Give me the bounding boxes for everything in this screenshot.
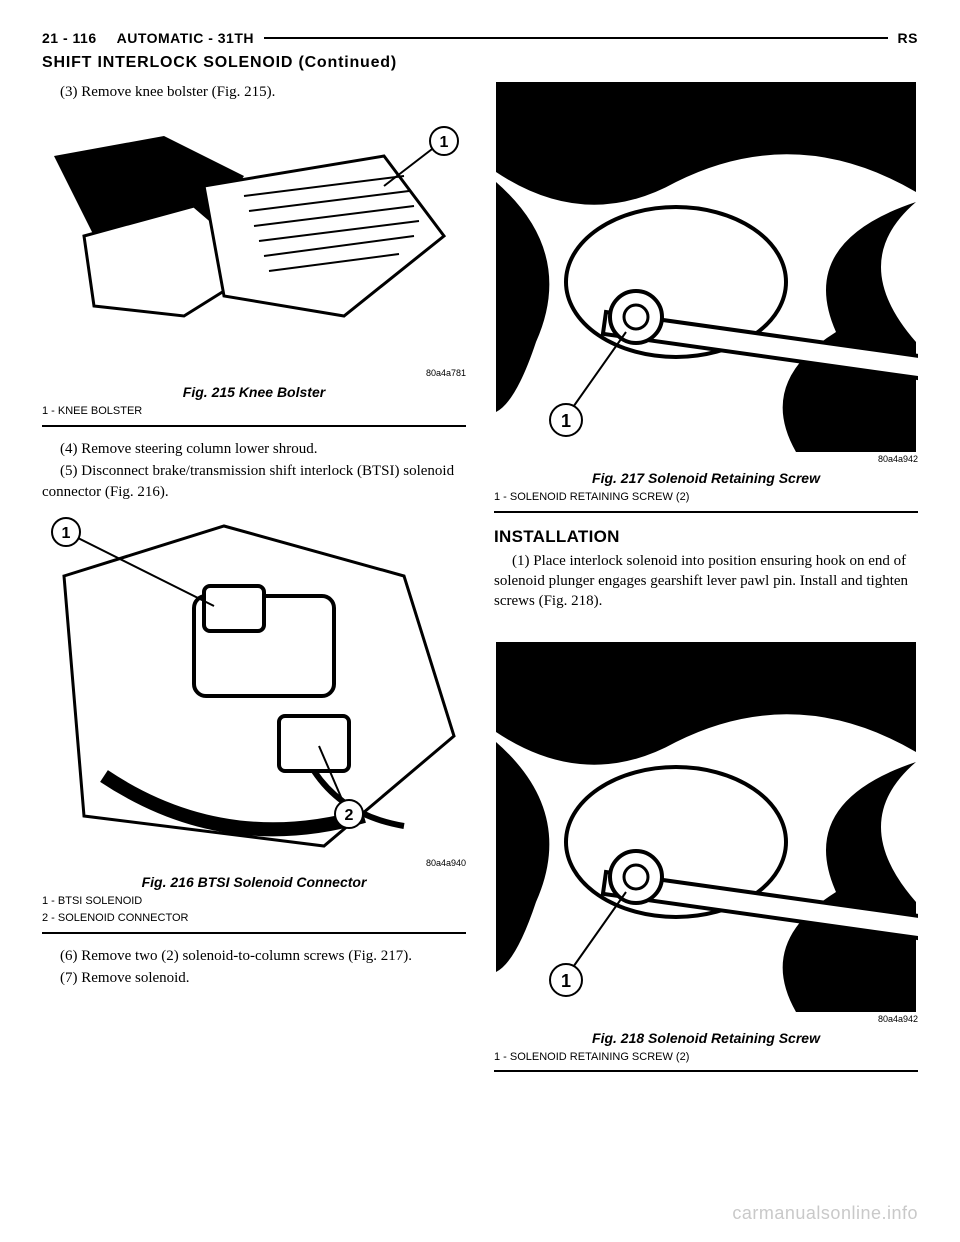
figure-217-image: 1 bbox=[494, 82, 918, 452]
figure-216-key-2: 2 - SOLENOID CONNECTOR bbox=[42, 911, 466, 926]
header-inner: 21 - 116 AUTOMATIC - 31TH RS bbox=[42, 30, 918, 46]
svg-text:1: 1 bbox=[561, 971, 571, 991]
svg-text:2: 2 bbox=[345, 807, 354, 824]
figure-215-key-1: 1 - KNEE BOLSTER bbox=[42, 404, 466, 419]
figure-215-code: 80a4a781 bbox=[42, 368, 466, 378]
figure-217-key-1: 1 - SOLENOID RETAINING SCREW (2) bbox=[494, 490, 918, 505]
step-7: (7) Remove solenoid. bbox=[42, 968, 466, 988]
figure-218-key-1: 1 - SOLENOID RETAINING SCREW (2) bbox=[494, 1050, 918, 1065]
figure-217: 1 80a4a942 Fig. 217 Solenoid Retaining S… bbox=[494, 82, 918, 513]
figure-216: 1 2 80a4a940 Fig. 216 BTSI Solenoid Conn… bbox=[42, 516, 466, 934]
figure-215-rule bbox=[42, 425, 466, 427]
doc-code: RS bbox=[898, 30, 918, 46]
step-4: (4) Remove steering column lower shroud. bbox=[42, 439, 466, 459]
figure-218-image: 1 bbox=[494, 642, 918, 1012]
figure-216-rule bbox=[42, 932, 466, 934]
page-number: 21 - 116 bbox=[42, 30, 97, 46]
svg-text:1: 1 bbox=[62, 525, 71, 542]
right-column: 1 80a4a942 Fig. 217 Solenoid Retaining S… bbox=[494, 82, 918, 1084]
figure-217-caption: Fig. 217 Solenoid Retaining Screw bbox=[494, 470, 918, 486]
figure-218-caption: Fig. 218 Solenoid Retaining Screw bbox=[494, 1030, 918, 1046]
content-columns: (3) Remove knee bolster (Fig. 215). 1 bbox=[42, 82, 918, 1084]
figure-218: 1 80a4a942 Fig. 218 Solenoid Retaining S… bbox=[494, 642, 918, 1073]
step-3: (3) Remove knee bolster (Fig. 215). bbox=[42, 82, 466, 102]
installation-heading: INSTALLATION bbox=[494, 527, 918, 547]
section-name: AUTOMATIC - 31TH bbox=[117, 30, 254, 46]
install-step-1: (1) Place interlock solenoid into positi… bbox=[494, 551, 918, 612]
figure-215-caption: Fig. 215 Knee Bolster bbox=[42, 384, 466, 400]
figure-215-image: 1 bbox=[42, 116, 466, 366]
figure-216-caption: Fig. 216 BTSI Solenoid Connector bbox=[42, 874, 466, 890]
header-left: 21 - 116 AUTOMATIC - 31TH bbox=[42, 30, 254, 46]
figure-216-image: 1 2 bbox=[42, 516, 466, 856]
figure-218-rule bbox=[494, 1070, 918, 1072]
watermark: carmanualsonline.info bbox=[732, 1203, 918, 1224]
svg-text:1: 1 bbox=[561, 411, 571, 431]
header-rule bbox=[264, 37, 888, 39]
figure-217-rule bbox=[494, 511, 918, 513]
left-column: (3) Remove knee bolster (Fig. 215). 1 bbox=[42, 82, 466, 1084]
figure-218-code: 80a4a942 bbox=[494, 1014, 918, 1024]
figure-216-code: 80a4a940 bbox=[42, 858, 466, 868]
section-title: SHIFT INTERLOCK SOLENOID (Continued) bbox=[42, 54, 918, 72]
svg-text:1: 1 bbox=[440, 134, 449, 151]
figure-216-key-1: 1 - BTSI SOLENOID bbox=[42, 894, 466, 909]
figure-217-code: 80a4a942 bbox=[494, 454, 918, 464]
step-5: (5) Disconnect brake/transmission shift … bbox=[42, 461, 466, 502]
figure-215: 1 80a4a781 Fig. 215 Knee Bolster 1 - KNE… bbox=[42, 116, 466, 427]
step-6: (6) Remove two (2) solenoid-to-column sc… bbox=[42, 946, 466, 966]
page-header: 21 - 116 AUTOMATIC - 31TH RS bbox=[42, 30, 918, 46]
